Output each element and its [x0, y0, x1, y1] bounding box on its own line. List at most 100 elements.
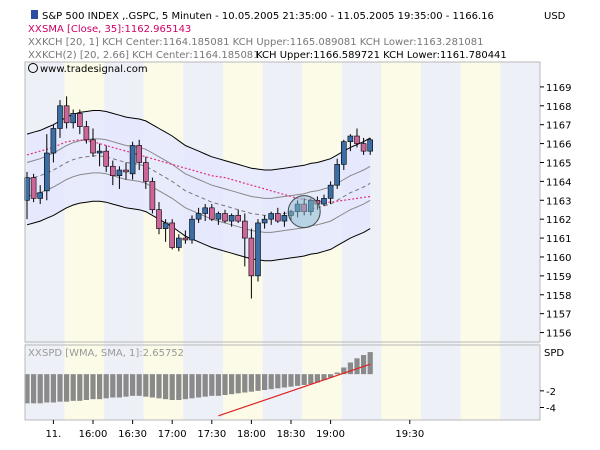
candle: [50, 124, 57, 163]
candle-up: [176, 237, 182, 248]
candle-up: [129, 145, 136, 175]
x-tick-label: 11.: [45, 429, 61, 440]
kch-inner-upper: [26, 138, 371, 199]
time-stripe: [500, 62, 540, 420]
candle-down: [103, 150, 109, 167]
candle: [228, 213, 235, 227]
candle: [182, 230, 189, 244]
candle: [268, 211, 275, 225]
candle-down: [77, 113, 83, 127]
spd-bar: [229, 374, 235, 395]
spd-bar: [308, 374, 314, 385]
candle-up: [57, 105, 63, 129]
spd-bar: [321, 374, 327, 380]
spd-bar: [255, 374, 261, 391]
y-tick-label: 1159: [546, 272, 571, 283]
spd-bars: [24, 352, 373, 417]
spd-bar: [275, 374, 281, 389]
candle-down: [143, 162, 149, 182]
candle-up: [268, 213, 275, 220]
spd-bar: [103, 374, 109, 399]
candle: [327, 181, 334, 205]
legend-kch2: KCH(2) [20, 2.66] KCH Center:1164.185081: [42, 50, 260, 61]
spd-bar: [222, 374, 228, 395]
spd-bar: [90, 374, 96, 400]
candle: [129, 141, 136, 180]
candle-down: [149, 181, 156, 211]
candle-down: [209, 207, 215, 220]
time-stripe: [460, 62, 501, 420]
legend-kch: KCH [20, 1] KCH Center:1164.185081 KCH U…: [42, 37, 483, 48]
candle-down: [182, 237, 189, 241]
candle: [176, 234, 182, 252]
candle: [209, 204, 215, 222]
spd-bar: [136, 374, 142, 396]
spd-bar: [354, 358, 360, 375]
highlight-circle: [287, 195, 321, 229]
spd-bar: [156, 374, 162, 399]
spd-trend-line: [218, 363, 371, 417]
candle: [63, 96, 70, 129]
candle-down: [354, 135, 360, 144]
candle: [110, 160, 116, 186]
y-tick-label: 1160: [546, 253, 571, 264]
spd-bar: [196, 374, 202, 398]
candle: [248, 228, 255, 299]
y-tick-label: 1157: [546, 310, 571, 321]
title-icon: [31, 10, 38, 19]
y-tick-label: 1164: [546, 177, 571, 188]
kch-outer-lower: [26, 200, 371, 262]
candle-down: [83, 126, 90, 141]
x-tick-label: 17:30: [197, 429, 226, 440]
candle-down: [156, 209, 162, 229]
candle: [136, 139, 142, 171]
spd-bar: [83, 374, 89, 400]
candle-up: [334, 164, 341, 186]
candle-down: [123, 169, 129, 173]
candle-up: [327, 184, 334, 199]
spd-bar: [341, 367, 347, 375]
spd-bar: [97, 374, 103, 400]
y-tick-label: 1163: [546, 196, 571, 207]
candle: [77, 109, 83, 135]
spd-bar: [281, 374, 287, 388]
candle: [242, 213, 248, 267]
spd-bar: [24, 374, 30, 404]
currency-label: USD: [544, 11, 566, 22]
candle: [202, 204, 208, 222]
watermark: www.tradesignal.com: [28, 63, 148, 75]
spd-bar: [268, 374, 274, 390]
y-tick-label: 1161: [546, 234, 571, 245]
spd-bar: [110, 374, 116, 398]
y-tick-label: 1156: [546, 329, 571, 340]
x-tick-label: 17:00: [158, 429, 187, 440]
candle-down: [274, 213, 281, 222]
axes: 1156 1157 1158 1159 1160 1161 1162 1163 1164 1165…: [24, 61, 571, 440]
candle: [70, 109, 76, 129]
spd-bar: [301, 374, 307, 385]
watermark-text: www.tradesignal.com: [40, 64, 148, 75]
chart-title: S&P 500 INDEX ,.GSPC, 5 Minuten - 10.05.…: [42, 11, 494, 22]
candle-down: [169, 222, 175, 248]
legend-kch2-highlight: KCH Upper:1166.589721 KCH Lower:1161.780…: [256, 50, 507, 61]
spd-bar: [288, 374, 294, 387]
sub-legend: SPD [WMA, SMA, 1]:2.65752: [42, 348, 184, 359]
candle-up: [261, 218, 268, 224]
candle: [57, 100, 63, 138]
candle: [195, 207, 202, 223]
y-tick-label: 1167: [546, 121, 571, 132]
candle-up: [228, 215, 235, 222]
spd-bar: [189, 374, 195, 399]
candle-up: [202, 207, 208, 214]
candle: [116, 166, 123, 189]
spd-bar: [70, 374, 76, 401]
candle: [255, 219, 261, 282]
candle-down: [360, 143, 367, 152]
candle: [321, 194, 327, 206]
legend-kch-prefix: XX: [28, 37, 42, 48]
candle: [189, 215, 195, 244]
spd-bar: [50, 374, 56, 403]
spd-bar: [163, 374, 169, 400]
spd-bar: [361, 355, 367, 375]
